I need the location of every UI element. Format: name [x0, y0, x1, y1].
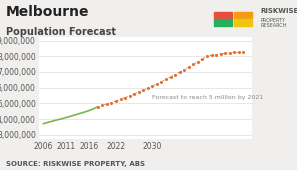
- Text: RESEARCH: RESEARCH: [260, 23, 287, 28]
- Text: RISKWISE: RISKWISE: [260, 8, 297, 14]
- Bar: [214, 20, 232, 26]
- Text: Forecast to reach 5 million by 2021: Forecast to reach 5 million by 2021: [152, 95, 264, 100]
- Bar: [234, 20, 252, 26]
- Text: SOURCE: RISKWISE PROPERTY, ABS: SOURCE: RISKWISE PROPERTY, ABS: [6, 161, 145, 167]
- Text: Population Forecast: Population Forecast: [6, 27, 116, 37]
- Text: PROPERTY: PROPERTY: [260, 18, 285, 23]
- Text: Melbourne: Melbourne: [6, 5, 89, 19]
- Bar: [214, 12, 232, 19]
- Bar: [234, 12, 252, 19]
